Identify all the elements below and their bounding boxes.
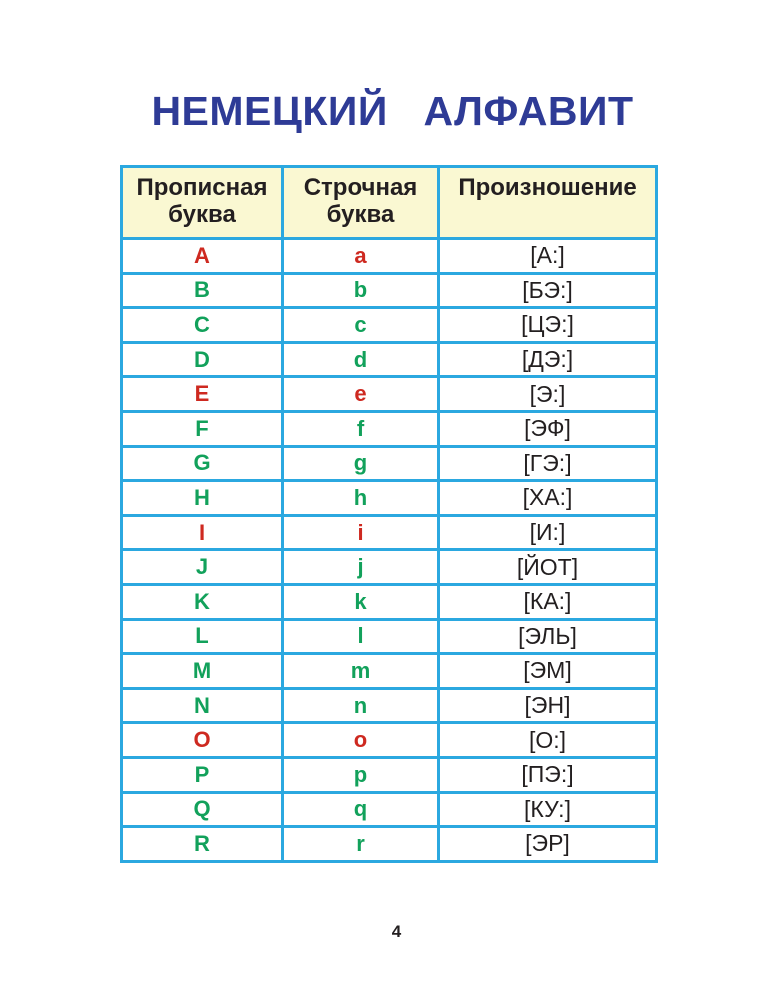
uppercase-letter-cell: M — [120, 652, 284, 690]
lowercase-letter-cell: m — [281, 652, 440, 690]
pronunciation-cell: [ЙОТ] — [437, 548, 658, 586]
pronunciation-cell: [ГЭ:] — [437, 444, 658, 483]
alphabet-table-header: Прописная буква Строчная буква Произноше… — [120, 165, 658, 240]
pronunciation-cell: [И:] — [437, 513, 658, 552]
uppercase-letter-cell: Q — [120, 790, 284, 829]
pronunciation-cell: [ЭЛЬ] — [437, 617, 658, 656]
pronunciation-cell: [ЭФ] — [437, 409, 658, 448]
lowercase-letter-cell: a — [281, 237, 440, 275]
header-uppercase-letter: Прописная буква — [120, 165, 284, 240]
pronunciation-cell: [А:] — [437, 237, 658, 275]
lowercase-letter-cell: e — [281, 375, 440, 413]
lowercase-letter-cell: f — [281, 409, 440, 448]
lowercase-letter-cell: j — [281, 548, 440, 586]
uppercase-letter-cell: G — [120, 444, 284, 483]
lowercase-letter-cell: r — [281, 825, 440, 863]
lowercase-letter-cell: i — [281, 513, 440, 552]
alphabet-table: Прописная буква Строчная буква Произноше… — [120, 165, 658, 863]
lowercase-letter-cell: n — [281, 686, 440, 725]
pronunciation-cell: [ЦЭ:] — [437, 306, 658, 344]
pronunciation-cell: [ЭМ] — [437, 652, 658, 690]
header-lowercase-letter: Строчная буква — [281, 165, 440, 240]
uppercase-letter-cell: I — [120, 513, 284, 552]
uppercase-letter-cell: E — [120, 375, 284, 413]
pronunciation-cell: [БЭ:] — [437, 271, 658, 310]
pronunciation-cell: [ПЭ:] — [437, 755, 658, 794]
header-row: Прописная буква Строчная буква Произноше… — [120, 165, 658, 240]
header-pronunciation: Произношение — [437, 165, 658, 240]
uppercase-letter-cell: D — [120, 340, 284, 379]
uppercase-letter-cell: F — [120, 409, 284, 448]
lowercase-letter-cell: k — [281, 582, 440, 621]
pronunciation-cell: [ЭР] — [437, 825, 658, 863]
pronunciation-cell: [ХА:] — [437, 479, 658, 517]
uppercase-letter-cell: C — [120, 306, 284, 344]
uppercase-letter-cell: K — [120, 582, 284, 621]
uppercase-letter-cell: N — [120, 686, 284, 725]
pronunciation-cell: [КА:] — [437, 582, 658, 621]
uppercase-letter-cell: R — [120, 825, 284, 863]
pronunciation-cell: [КУ:] — [437, 790, 658, 829]
uppercase-letter-cell: H — [120, 479, 284, 517]
uppercase-letter-cell: P — [120, 755, 284, 794]
uppercase-letter-cell: J — [120, 548, 284, 586]
pronunciation-cell: [Э:] — [437, 375, 658, 413]
lowercase-letter-cell: l — [281, 617, 440, 656]
page-number: 4 — [391, 922, 402, 941]
page-title: НЕМЕЦКИЙ АЛФАВИТ — [151, 88, 634, 134]
lowercase-letter-cell: b — [281, 271, 440, 310]
lowercase-letter-cell: c — [281, 306, 440, 344]
lowercase-letter-cell: q — [281, 790, 440, 829]
pronunciation-cell: [ЭН] — [437, 686, 658, 725]
pronunciation-cell: [О:] — [437, 721, 658, 759]
lowercase-letter-cell: o — [281, 721, 440, 759]
uppercase-letter-cell: A — [120, 237, 284, 275]
lowercase-letter-cell: d — [281, 340, 440, 379]
lowercase-letter-cell: p — [281, 755, 440, 794]
lowercase-letter-cell: h — [281, 479, 440, 517]
pronunciation-cell: [ДЭ:] — [437, 340, 658, 379]
uppercase-letter-cell: B — [120, 271, 284, 310]
uppercase-letter-cell: L — [120, 617, 284, 656]
uppercase-letter-cell: O — [120, 721, 284, 759]
lowercase-letter-cell: g — [281, 444, 440, 483]
